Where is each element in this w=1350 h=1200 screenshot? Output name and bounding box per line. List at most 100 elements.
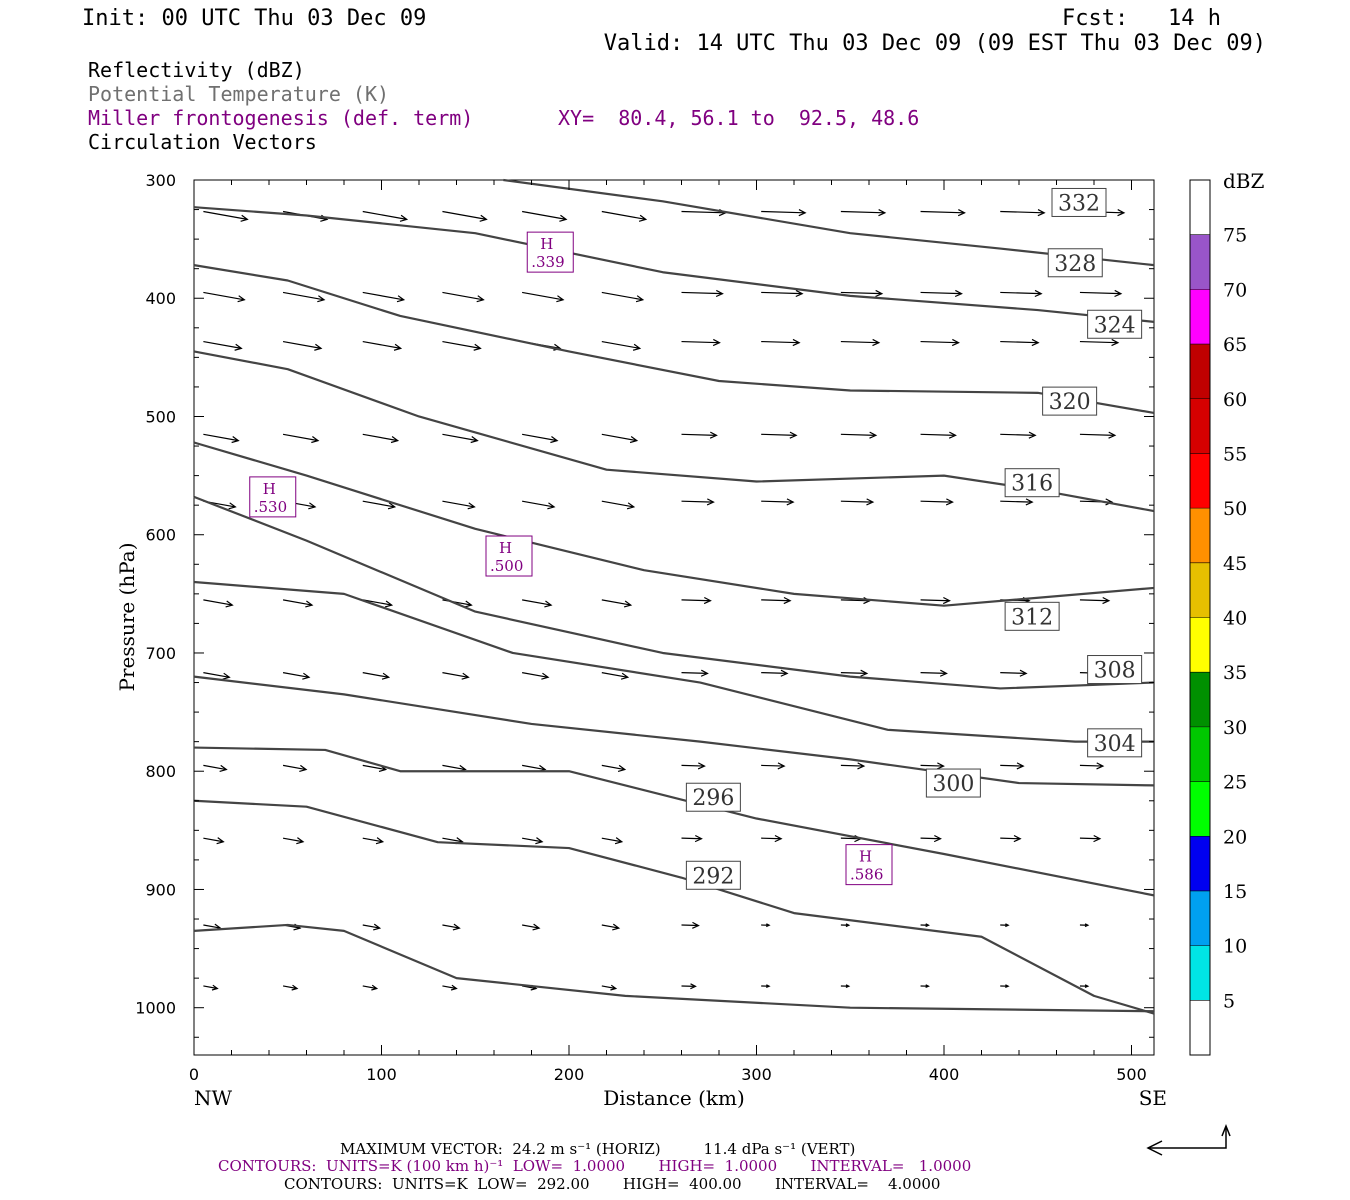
svg-text:H: H [499, 539, 512, 557]
circulation-vector-arrow-icon [362, 210, 409, 222]
y-tick-label: 400 [145, 289, 176, 308]
circulation-vector-arrow-icon [1079, 984, 1090, 989]
circulation-vector-arrow-icon [203, 984, 219, 991]
circulation-vector-arrow-icon [1000, 762, 1025, 770]
circulation-vector-arrow-icon [601, 210, 648, 222]
circulation-vector-arrow-icon [1000, 498, 1034, 506]
footer-theta-contours: CONTOURS: UNITS=K LOW= 292.00 HIGH= 400.… [284, 1175, 940, 1193]
circulation-vector-arrow-icon [1079, 923, 1090, 928]
circulation-vector-arrow-icon [920, 834, 942, 843]
colorbar-segment [1190, 836, 1210, 891]
svg-text:.339: .339 [531, 253, 564, 271]
circulation-vector-arrow-icon [601, 672, 630, 680]
circulation-vector-arrow-icon [282, 672, 311, 680]
field-label-frontogenesis: Miller frontogenesis (def. term) [88, 106, 473, 130]
plot-area [193, 179, 1155, 1056]
theta-contour-label: 316 [1004, 468, 1060, 498]
svg-text:316: 316 [1011, 472, 1053, 497]
circulation-vector-arrow-icon [920, 596, 951, 605]
circulation-vector-arrow-icon [1079, 834, 1102, 843]
circulation-vector-arrow-icon [362, 291, 406, 303]
circulation-vector-arrow-icon [203, 340, 243, 351]
x-tick-label: 100 [366, 1065, 397, 1084]
colorbar-tick-label: 30 [1223, 717, 1247, 739]
circulation-vector-arrow-icon [681, 338, 721, 347]
circulation-vector-arrow-icon [761, 596, 792, 605]
circulation-vector-arrow-icon [840, 762, 866, 770]
colorbar-segment [1190, 234, 1210, 290]
theta-contour-label: 296 [685, 782, 741, 812]
circulation-vector-arrow-icon [1000, 209, 1046, 217]
theta-contour-label: 328 [1047, 248, 1103, 278]
circulation-vector-arrow-icon [442, 433, 479, 444]
circulation-vector-arrow-icon [1000, 289, 1043, 298]
colorbar-tick-label: 75 [1223, 225, 1247, 247]
circulation-vector-arrow-icon [761, 762, 786, 770]
colorbar-segment [1190, 562, 1210, 618]
colorbar-segment [1190, 1000, 1210, 1055]
circulation-vector-arrow-icon [522, 837, 544, 845]
x-axis-right-endpoint: SE [1139, 1086, 1167, 1110]
theta-contour-line [193, 923, 1155, 1013]
circulation-vector-arrow-icon [442, 291, 485, 303]
circulation-vector-arrow-icon [282, 764, 308, 772]
frontogenesis-maximum-label: H.586 [845, 844, 893, 886]
circulation-vector-arrow-icon [920, 498, 954, 506]
circulation-vector-arrow-icon [203, 764, 228, 772]
theta-contour-line [193, 580, 1154, 743]
circulation-vector-arrow-icon [840, 923, 851, 928]
circulation-vector-arrow-icon [362, 984, 379, 991]
circulation-vector-arrow-icon [442, 923, 461, 931]
field-label-potential-temperature: Potential Temperature (K) [88, 82, 389, 106]
circulation-vector-arrow-icon [1000, 431, 1037, 439]
svg-text:312: 312 [1011, 605, 1053, 630]
svg-text:328: 328 [1054, 252, 1096, 277]
circulation-vector-arrow-icon [840, 209, 887, 217]
y-axis: 300 400 500 600 700 800 900 1000 [135, 171, 1154, 1038]
circulation-vector-arrow-icon [1000, 984, 1010, 989]
circulation-vector-arrow-icon [1000, 834, 1022, 843]
cross-section-endpoints: XY= 80.4, 56.1 to 92.5, 48.6 [558, 106, 919, 130]
frontogenesis-maximum-label: H.500 [485, 535, 533, 577]
svg-text:332: 332 [1058, 191, 1100, 216]
colorbar-segment [1190, 726, 1210, 782]
theta-contour-line [193, 675, 1155, 787]
y-tick-label: 300 [145, 171, 176, 190]
circulation-vector-arrow-icon [442, 210, 488, 222]
frontogenesis-maximum-label: H.339 [526, 231, 574, 273]
circulation-vector-arrow-icon [920, 669, 948, 677]
y-tick-label: 1000 [135, 999, 176, 1018]
colorbar-tick-label: 10 [1223, 936, 1247, 958]
circulation-vector-arrow-icon [681, 983, 697, 990]
svg-text:296: 296 [692, 786, 734, 811]
theta-contour-label: 332 [1051, 187, 1107, 217]
svg-text:H: H [540, 235, 553, 253]
init-time: Init: 00 UTC Thu 03 Dec 09 [82, 6, 426, 31]
circulation-vector-arrow-icon [1079, 289, 1123, 298]
circulation-vector-arrow-icon [761, 498, 795, 506]
circulation-vector-arrow-icon [1079, 762, 1105, 770]
theta-contour-line [193, 799, 1155, 1015]
circulation-vector-arrow-icon [761, 984, 771, 989]
circulation-vector-arrow-icon [522, 923, 541, 931]
colorbar-segment [1190, 289, 1210, 345]
colorbar-segment [1190, 672, 1210, 727]
theta-contour-line [193, 264, 1155, 415]
colorbar-tick-label: 35 [1223, 662, 1247, 684]
footer-maximum-vector: MAXIMUM VECTOR: 24.2 m s⁻¹ (HORIZ) 11.4 … [340, 1140, 855, 1158]
reflectivity-colorbar: 5 10 15 20 25 30 35 40 45 50 55 60 65 70 75 [1189, 179, 1247, 1056]
circulation-vector-arrow-icon [920, 984, 930, 989]
circulation-vector-arrow-icon [1000, 923, 1010, 928]
circulation-vector-arrow-icon [681, 596, 712, 605]
theta-contour-label: 320 [1042, 386, 1098, 416]
y-tick-label: 500 [145, 407, 176, 426]
circulation-vector-arrow-icon [681, 834, 703, 843]
circulation-vector-arrow-icon [681, 921, 700, 929]
field-label-circulation-vectors: Circulation Vectors [88, 130, 317, 154]
circulation-vector-arrow-icon [601, 837, 624, 845]
circulation-vector-arrow-icon [920, 289, 963, 298]
circulation-vector-arrow-icon [442, 500, 476, 510]
circulation-vector-arrow-icon [203, 599, 234, 608]
